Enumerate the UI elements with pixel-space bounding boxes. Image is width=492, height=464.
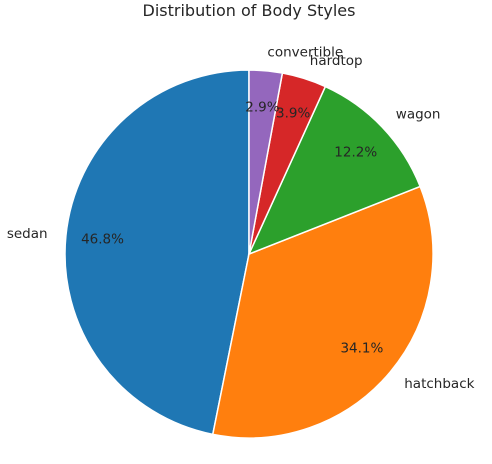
pie-slice-hatchback — [211, 185, 434, 439]
slice-label-wagon: wagon — [396, 107, 441, 123]
slice-label-convertible: convertible — [267, 44, 343, 60]
pie-slice-convertible — [248, 69, 284, 255]
pie-slice-wagon — [247, 85, 422, 256]
slice-label-hardtop: hardtop — [310, 53, 363, 69]
pie-labels: sedan 46.8% hatchback 34.1% wagon 12.2% hardto… — [7, 44, 475, 391]
pie-slice-sedan — [64, 69, 250, 436]
pct-label-hardtop: 3.9% — [276, 106, 310, 122]
pct-label-convertible: 2.9% — [245, 99, 279, 115]
pct-label-wagon: 12.2% — [334, 145, 377, 161]
slice-label-sedan: sedan — [7, 226, 48, 242]
pie-slices — [64, 69, 434, 439]
chart-title: Distribution of Body Styles — [143, 1, 356, 20]
slice-label-hatchback: hatchback — [404, 376, 474, 392]
pct-label-hatchback: 34.1% — [340, 340, 383, 356]
pct-label-sedan: 46.8% — [81, 231, 124, 247]
